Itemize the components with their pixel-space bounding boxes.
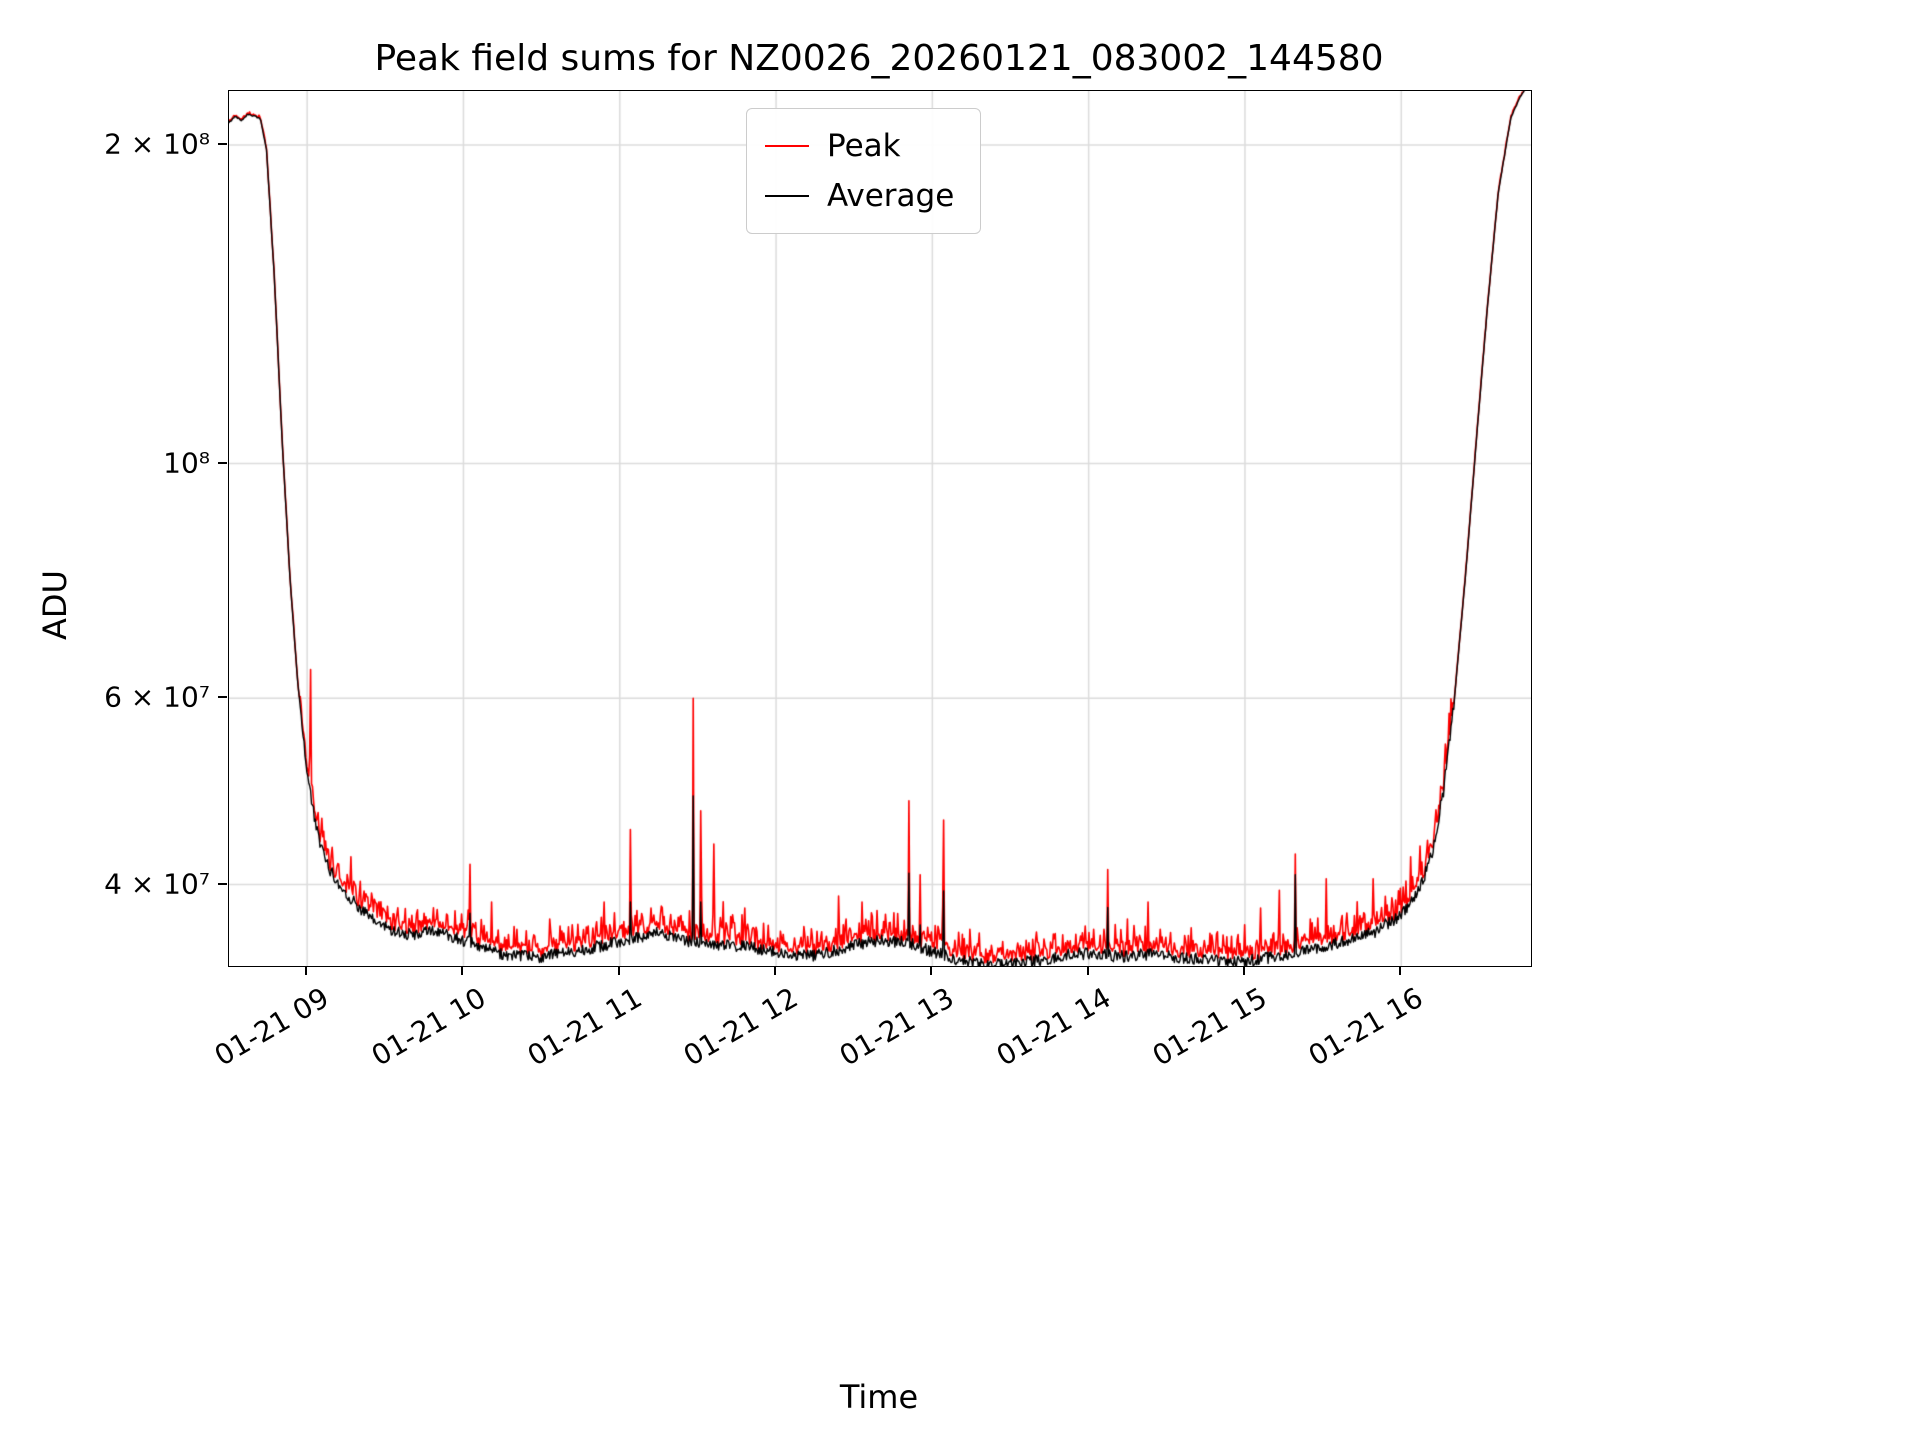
x-tick-mark — [774, 966, 777, 975]
x-axis-label: Time — [839, 1378, 919, 1416]
plot-area — [228, 90, 1532, 967]
y-tick-label: 4 × 10⁷ — [104, 867, 210, 901]
x-tick-label: 01-21 12 — [678, 981, 804, 1073]
y-tick-label: 2 × 10⁸ — [104, 127, 210, 161]
chart-canvas — [229, 91, 1531, 966]
legend-label: Peak — [827, 128, 901, 164]
y-tick-mark — [218, 696, 227, 699]
x-tick-label: 01-21 13 — [834, 981, 960, 1073]
chart-title: Peak field sums for NZ0026_20260121_0830… — [374, 38, 1384, 79]
y-tick-mark — [218, 143, 227, 146]
x-tick-mark — [930, 966, 933, 975]
x-tick-mark — [305, 966, 308, 975]
x-tick-label: 01-21 10 — [365, 981, 491, 1073]
x-tick-mark — [1086, 966, 1089, 975]
x-tick-mark — [1399, 966, 1402, 975]
x-tick-mark — [617, 966, 620, 975]
legend-line-sample-average — [765, 195, 809, 197]
y-tick-label: 10⁸ — [163, 446, 210, 480]
x-tick-label: 01-21 16 — [1303, 981, 1429, 1073]
y-tick-label: 6 × 10⁷ — [104, 680, 210, 714]
legend: Peak Average — [746, 108, 982, 234]
x-tick-label: 01-21 11 — [521, 981, 648, 1073]
y-axis-label: ADU — [36, 570, 74, 640]
x-tick-label: 01-21 15 — [1146, 981, 1273, 1073]
x-tick-mark — [1242, 966, 1245, 975]
x-tick-label: 01-21 14 — [990, 981, 1117, 1073]
x-tick-mark — [461, 966, 464, 975]
y-tick-mark — [218, 882, 227, 885]
legend-item-average: Average — [765, 171, 954, 221]
y-tick-mark — [218, 461, 227, 464]
legend-item-peak: Peak — [765, 121, 954, 171]
legend-line-sample-peak — [765, 145, 809, 147]
x-tick-label: 01-21 09 — [209, 981, 335, 1073]
legend-label: Average — [827, 178, 955, 214]
